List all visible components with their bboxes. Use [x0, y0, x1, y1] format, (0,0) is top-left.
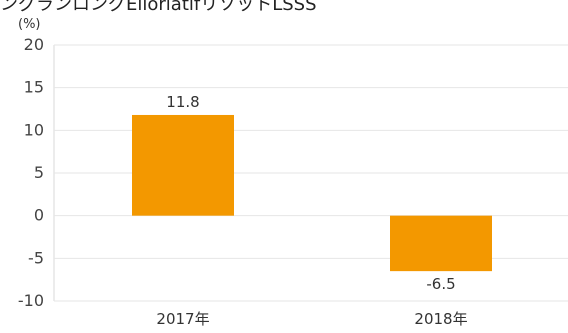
bar	[132, 114, 234, 216]
bar-value-label: 11.8	[166, 93, 199, 111]
data-labels: 11.8 -6.5	[166, 93, 455, 293]
bar	[390, 215, 492, 272]
y-tick-label: -5	[28, 248, 44, 267]
bar-value-label: -6.5	[426, 275, 455, 293]
y-axis-unit-label: (%)	[18, 17, 41, 32]
category-label: 2017年	[156, 310, 209, 328]
x-axis-categories: 2017年 2018年	[156, 310, 467, 328]
y-tick-label: 10	[24, 120, 44, 139]
y-tick-label: -10	[18, 291, 44, 310]
category-label: 2018年	[414, 310, 467, 328]
bars	[132, 114, 492, 272]
y-axis-ticks: 20 15 10 5 0 -5 -10	[18, 35, 44, 310]
y-tick-label: 5	[34, 163, 44, 182]
y-tick-label: 20	[24, 35, 44, 54]
y-tick-label: 15	[24, 78, 44, 97]
y-tick-label: 0	[34, 206, 44, 225]
chart-title-fragment: ングランロングEliorlatifリソットLSSS	[0, 0, 317, 15]
